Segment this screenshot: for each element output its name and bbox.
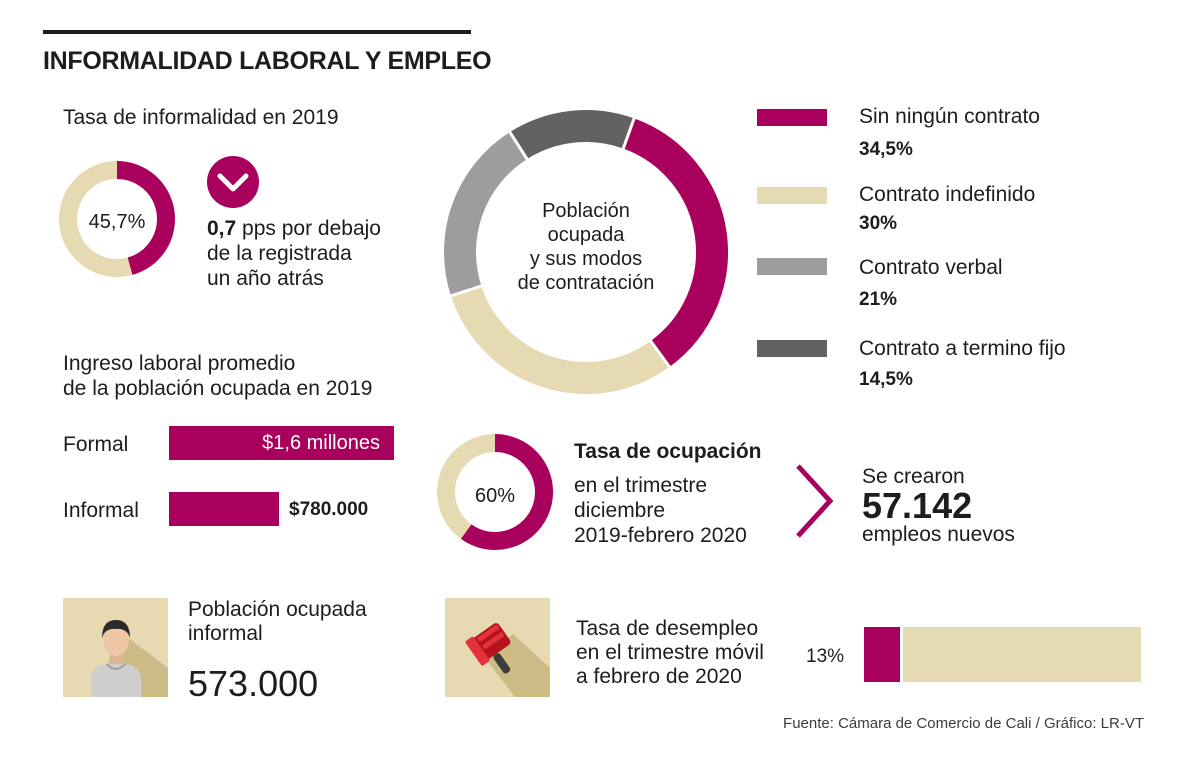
legend-label-sin-contrato: Sin ningún contrato (859, 105, 1040, 128)
page-title: INFORMALIDAD LABORAL Y EMPLEO (43, 47, 492, 75)
unemployment-value: 13% (806, 646, 845, 667)
contracts-center-line2: ocupada (547, 224, 625, 246)
slice-separator (648, 339, 672, 369)
occupation-line2: diciembre (574, 499, 666, 522)
occupation-arc (460, 434, 553, 550)
contracts-donut (444, 110, 728, 394)
legend-swatch-sin-contrato (757, 109, 827, 126)
occupation-title: Tasa de ocupación (574, 440, 762, 463)
income-informal-bar (169, 492, 279, 526)
legend-swatch-verbal (757, 258, 827, 275)
occupation-line3: 2019-febrero 2020 (574, 524, 747, 547)
chevron-right-icon (796, 464, 834, 538)
slice-separator (508, 130, 529, 161)
slice-separator (621, 116, 636, 150)
informality-value: 45,7% (88, 211, 146, 233)
legend-label-termino-fijo: Contrato a termino fijo (859, 337, 1066, 360)
slice-verbal (444, 132, 528, 296)
unemployment-line2: en el trimestre móvil (576, 641, 764, 664)
contracts-center-line3: y sus modos (529, 248, 643, 270)
jobs-line1: Se crearon (862, 465, 965, 488)
title-rule (43, 30, 471, 34)
jobs-line2: empleos nuevos (862, 523, 1015, 546)
legend-label-indefinido: Contrato indefinido (859, 183, 1036, 206)
informality-change-text: pps por debajo (236, 217, 381, 240)
informality-label: Tasa de informalidad en 2019 (63, 106, 339, 129)
contracts-center-line4: de contratación (517, 272, 655, 294)
income-informal-value: $780.000 (289, 499, 369, 520)
slice-termino-fijo (509, 110, 635, 160)
legend-value-termino-fijo: 14,5% (859, 369, 913, 390)
informality-change-line2: de la registrada (207, 242, 352, 265)
legend-value-indefinido: 30% (859, 213, 898, 234)
person-icon (91, 620, 168, 697)
informal-pop-line1: Población ocupada (188, 598, 367, 621)
legend-swatch-indefinido (757, 187, 827, 204)
contracts-center-line1: Población (542, 200, 630, 222)
slice-indefinido (450, 285, 670, 394)
legend-swatch-termino-fijo (757, 340, 827, 357)
thumbs-down-icon-tile (445, 598, 550, 697)
unemployment-bar (864, 627, 900, 682)
person-icon-tile (63, 598, 168, 697)
legend-label-verbal: Contrato verbal (859, 256, 1003, 279)
unemployment-track (864, 627, 1141, 682)
unemployment-line1: Tasa de desempleo (576, 617, 759, 640)
informality-arc (116, 161, 175, 275)
informal-pop-number: 573.000 (188, 663, 319, 704)
informality-change-bold: 0,7 (207, 217, 237, 240)
source-note: Fuente: Cámara de Comercio de Cali / Grá… (783, 715, 1144, 732)
occupation-value: 60% (474, 485, 516, 507)
legend-value-sin-contrato: 34,5% (859, 139, 913, 160)
income-title-line1: Ingreso laboral promedio (63, 352, 296, 375)
income-title-line2: de la población ocupada en 2019 (63, 377, 373, 400)
chevron-down-icon (207, 156, 259, 208)
income-formal-label: Formal (63, 433, 129, 456)
income-informal-label: Informal (63, 499, 139, 522)
informality-donut (59, 161, 175, 277)
income-formal-value: $1,6 millones (262, 432, 380, 454)
slice-sin-contrato (622, 118, 728, 367)
informality-change-line1: 0,7 pps por debajo (207, 217, 381, 241)
informality-change-line3: un año atrás (207, 267, 324, 290)
unemployment-line3: a febrero de 2020 (576, 665, 742, 688)
occupation-donut (437, 434, 553, 550)
unemployment-divider (900, 627, 903, 682)
thumbs-down-icon (465, 623, 550, 697)
jobs-number: 57.142 (862, 485, 973, 526)
informal-pop-line2: informal (188, 622, 263, 645)
contracts-center-label: Población ocupada y sus modos de contrat… (496, 199, 676, 295)
income-formal-bar (169, 426, 394, 460)
occupation-line1: en el trimestre (574, 474, 708, 497)
legend-value-verbal: 21% (859, 289, 898, 310)
slice-separator (449, 284, 483, 298)
